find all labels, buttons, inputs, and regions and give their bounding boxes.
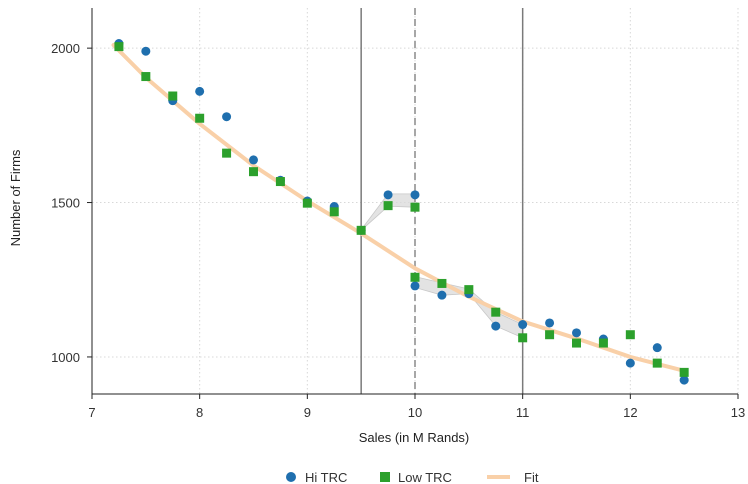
legend: Hi TRC Low TRC Fit: [286, 470, 539, 484]
low-trc-point: [437, 278, 447, 288]
hi-trc-point: [222, 112, 232, 122]
legend-label-hi-trc: Hi TRC: [305, 470, 347, 484]
legend-marker-low-trc: [380, 472, 390, 482]
low-trc-point: [302, 198, 312, 208]
y-axis: 1000 1500 2000: [51, 8, 93, 394]
y-tick-label: 2000: [51, 41, 80, 56]
low-trc-point: [329, 207, 339, 217]
hi-trc-point: [491, 321, 501, 331]
y-axis-title: Number of Firms: [8, 149, 23, 246]
hi-trc-point: [141, 46, 151, 56]
x-tick-label: 10: [408, 405, 422, 420]
hi-trc-point: [518, 320, 528, 330]
hi-trc-point: [410, 281, 420, 291]
x-tick-label: 13: [731, 405, 745, 420]
hi-trc-point: [572, 328, 581, 338]
hi-trc-point: [545, 318, 555, 328]
y-tick-label: 1500: [51, 196, 80, 211]
x-tick-label: 11: [516, 405, 530, 420]
hi-trc-point: [625, 358, 635, 368]
low-trc-point: [652, 358, 662, 368]
hi-trc-series: [114, 39, 689, 385]
x-axis-title: Sales (in M Rands): [359, 430, 470, 445]
hi-trc-point: [437, 290, 447, 300]
x-tick-label: 7: [88, 405, 95, 420]
low-trc-point: [222, 148, 232, 158]
low-trc-point: [625, 330, 635, 340]
x-tick-label: 8: [196, 405, 203, 420]
confidence-band: [360, 193, 416, 232]
low-trc-point: [249, 167, 258, 177]
low-trc-point: [572, 338, 581, 348]
x-axis: 7 8 9 10 11 12 13: [88, 393, 745, 420]
low-trc-point: [275, 177, 285, 187]
x-tick-label: 9: [304, 405, 311, 420]
low-trc-point: [168, 91, 178, 101]
hi-trc-point: [383, 190, 393, 200]
x-tick-label: 12: [623, 405, 637, 420]
low-trc-point: [518, 333, 528, 343]
hi-trc-point: [410, 190, 420, 200]
low-trc-point: [356, 225, 366, 235]
vertical-reference-lines: [360, 8, 524, 394]
hi-trc-point: [249, 155, 258, 165]
low-trc-point: [114, 42, 124, 52]
legend-label-fit: Fit: [524, 470, 539, 484]
hi-trc-point: [652, 343, 662, 353]
low-trc-point: [383, 201, 393, 211]
low-trc-point: [679, 367, 689, 377]
low-trc-point: [491, 307, 501, 317]
fit-series: [111, 43, 687, 373]
low-trc-series: [114, 42, 689, 377]
low-trc-point: [545, 330, 555, 340]
low-trc-point: [141, 72, 151, 82]
legend-label-low-trc: Low TRC: [398, 470, 452, 484]
low-trc-point: [464, 285, 474, 295]
fit-line: [111, 43, 687, 373]
low-trc-point: [410, 202, 420, 212]
low-trc-point: [195, 113, 205, 123]
y-tick-label: 1000: [51, 350, 80, 365]
low-trc-point: [410, 272, 420, 282]
hi-trc-point: [195, 86, 205, 96]
hi-trc-point: [679, 375, 689, 385]
legend-marker-hi-trc: [286, 472, 296, 482]
low-trc-point: [598, 338, 608, 348]
